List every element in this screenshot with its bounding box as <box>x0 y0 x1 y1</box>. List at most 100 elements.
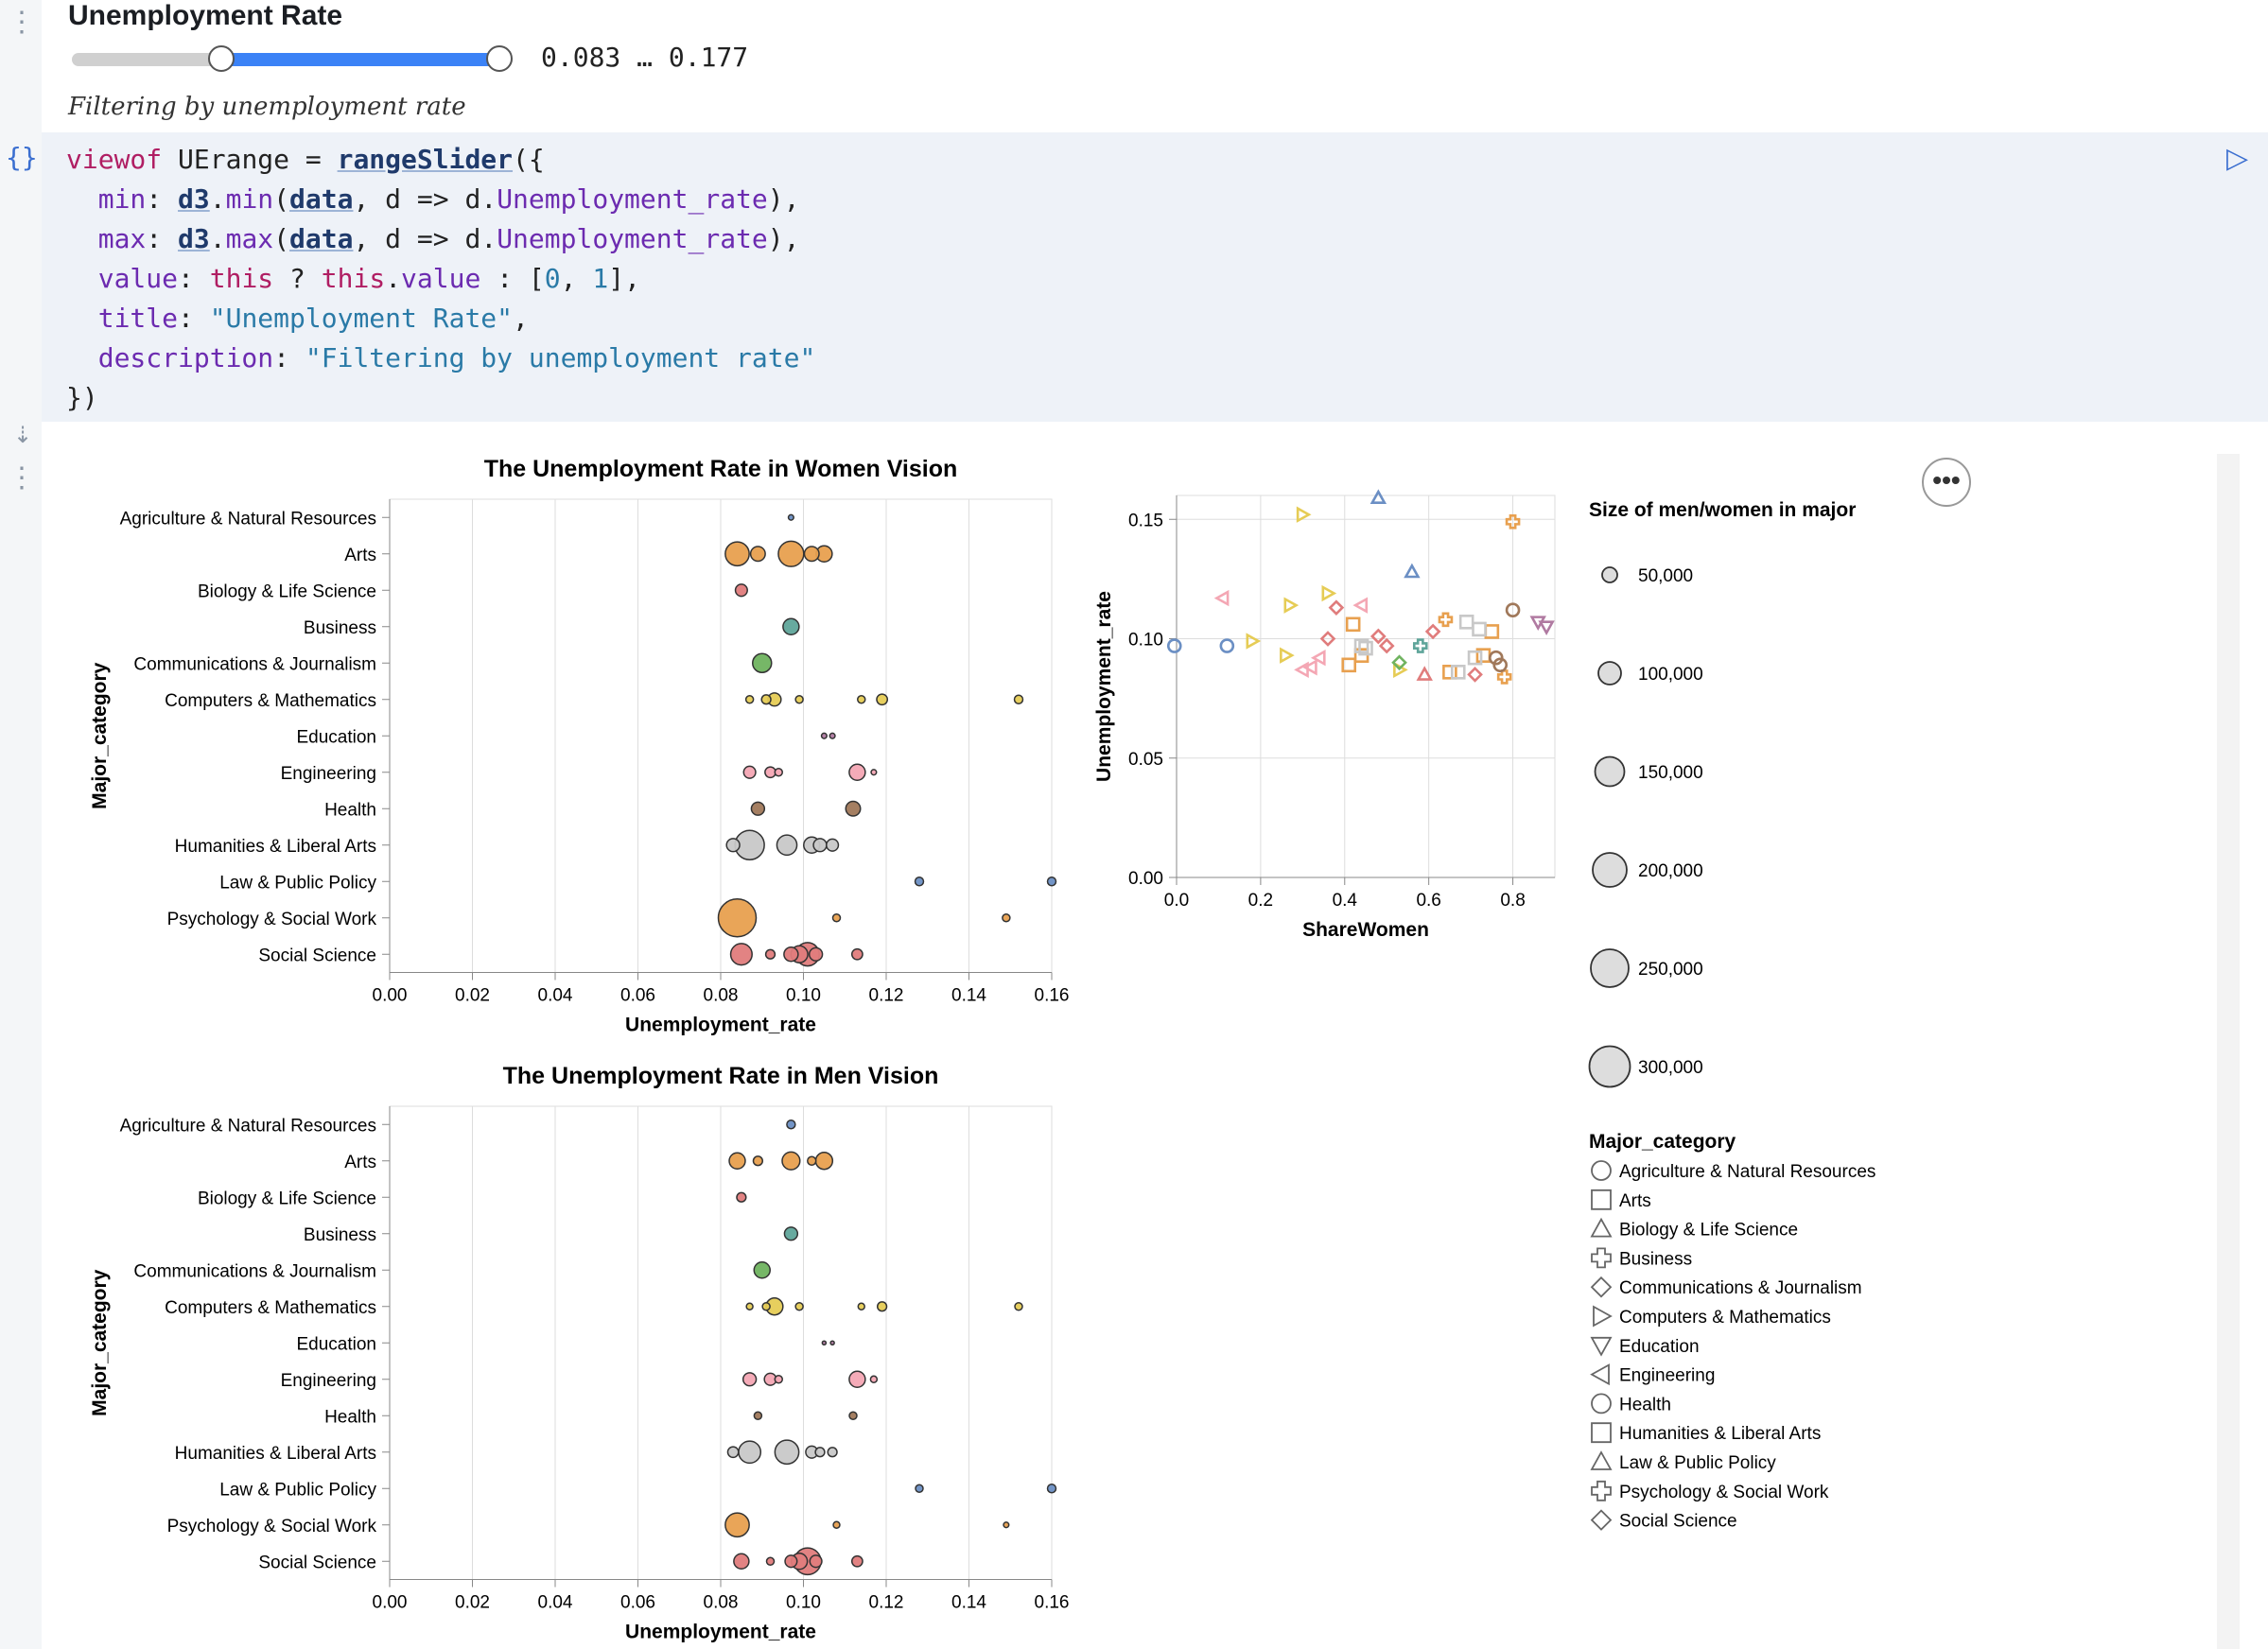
data-point <box>1488 650 1504 666</box>
shape-legend-symbol <box>1590 1450 1613 1470</box>
strip-chart-men: The Unemployment Rate in Men Vision 0.00 0… <box>89 1063 1069 1643</box>
x-axis-title: Unemployment_rate <box>625 1015 816 1036</box>
data-point <box>774 1375 783 1384</box>
range-slider-lower-thumb[interactable] <box>208 45 236 72</box>
data-point <box>1458 615 1474 630</box>
shape-legend: Major_category Agriculture & Natural Reso… <box>1589 1131 1875 1532</box>
size-legend-symbol <box>1590 948 1630 988</box>
data-point <box>1013 694 1024 704</box>
data-point <box>848 1370 866 1388</box>
shape-legend-label: Arts <box>1619 1191 1651 1211</box>
range-slider-track[interactable] <box>72 53 513 66</box>
size-legend-symbol <box>1588 1045 1631 1088</box>
size-legend-label: 300,000 <box>1638 1058 1703 1078</box>
data-point <box>750 801 766 816</box>
data-point <box>734 583 748 598</box>
chart-title: The Unemployment Rate in Men Vision <box>503 1063 939 1089</box>
data-point <box>753 1411 763 1420</box>
data-point <box>1424 623 1441 640</box>
collapse-icon[interactable]: ⇣ <box>13 423 33 448</box>
data-point <box>765 1556 776 1566</box>
size-legend-title: Size of men/women in major <box>1589 499 1856 521</box>
data-point <box>1484 624 1500 639</box>
x-tick-label: 0.02 <box>455 986 490 1006</box>
data-point <box>1341 657 1357 673</box>
y-tick-label: Law & Public Policy <box>219 873 376 893</box>
y-tick-label: Business <box>304 618 376 638</box>
y-tick-label: 0.10 <box>1128 631 1163 651</box>
data-point <box>857 1302 865 1311</box>
x-tick-label: 0.08 <box>704 986 739 1006</box>
data-point <box>783 946 799 963</box>
shape-legend-label: Law & Public Policy <box>1619 1453 1776 1473</box>
data-point <box>807 1155 817 1166</box>
data-point <box>726 1446 740 1459</box>
data-point <box>777 540 805 567</box>
shape-legend-label: Communications & Journalism <box>1619 1278 1862 1298</box>
data-point <box>1328 599 1345 616</box>
y-tick-label: Social Science <box>258 1553 376 1572</box>
data-point <box>1391 654 1407 671</box>
x-tick-label: 0.02 <box>455 1593 490 1613</box>
x-tick-label: 0.12 <box>869 1593 904 1613</box>
data-point <box>784 1554 798 1569</box>
data-point <box>1321 584 1337 602</box>
shape-legend-symbol <box>1590 1276 1613 1298</box>
data-point <box>1442 665 1457 680</box>
x-axis-title: ShareWomen <box>1302 919 1429 941</box>
data-point <box>1003 1521 1010 1529</box>
scatter-chart: 0.0 0.2 0.4 0.6 0.8 0.00 0.05 0.10 0.15 ShareWome… <box>1093 489 1556 941</box>
data-point <box>787 513 794 521</box>
chart-title: The Unemployment Rate in Women Vision <box>484 456 958 482</box>
data-point <box>812 838 828 853</box>
size-legend-symbol <box>1592 852 1628 888</box>
data-point <box>1352 597 1369 614</box>
y-tick-label: Education <box>296 1334 376 1354</box>
x-tick-label: 0.8 <box>1500 891 1525 911</box>
data-point <box>749 546 766 563</box>
data-point <box>1404 563 1421 579</box>
data-point <box>764 766 776 779</box>
size-legend-label: 250,000 <box>1638 960 1703 980</box>
shape-legend-symbol <box>1591 1393 1612 1415</box>
data-point <box>1378 637 1395 654</box>
x-tick-label: 0.6 <box>1416 891 1440 911</box>
code-cell-icon[interactable]: {} <box>6 142 38 173</box>
data-point <box>794 695 804 704</box>
data-point <box>725 838 741 853</box>
y-tick-label: Agriculture & Natural Resources <box>120 509 376 529</box>
data-point <box>774 768 783 777</box>
y-tick-label: Social Science <box>258 946 376 965</box>
run-cell-button[interactable]: ▷ <box>2226 143 2249 174</box>
data-point <box>1353 638 1370 653</box>
data-point <box>809 1554 823 1569</box>
data-point <box>745 1302 754 1311</box>
size-legend-symbol <box>1597 661 1622 686</box>
shape-legend-label: Agriculture & Natural Resources <box>1619 1162 1875 1182</box>
y-tick-label: Arts <box>344 546 376 565</box>
x-tick-label: 0.04 <box>538 986 573 1006</box>
data-point <box>1002 913 1011 923</box>
output-scrollbar[interactable] <box>2217 454 2240 1649</box>
data-point <box>1310 649 1326 667</box>
y-tick-label: Biology & Life Science <box>198 581 376 601</box>
size-legend-label: 200,000 <box>1638 861 1703 881</box>
slider-title: Unemployment Rate <box>68 0 343 31</box>
range-slider-upper-thumb[interactable] <box>486 45 514 72</box>
y-tick-label: 0.05 <box>1128 750 1163 770</box>
more-options-button[interactable]: ••• <box>1922 458 1971 507</box>
code-text[interactable]: viewof UErange = rangeSlider({ min: d3.m… <box>66 144 816 413</box>
data-point <box>1370 489 1387 505</box>
data-point <box>1283 597 1300 614</box>
data-point <box>733 1553 750 1570</box>
y-tick-label: Communications & Journalism <box>133 654 376 674</box>
x-tick-label: 0.06 <box>620 986 655 1006</box>
y-axis-title: Major_category <box>89 662 111 809</box>
y-tick-label: Humanities & Liberal Arts <box>175 1444 376 1464</box>
data-point <box>1358 640 1373 656</box>
x-tick-label: 0.04 <box>538 1593 573 1613</box>
data-point <box>794 1302 804 1311</box>
code-editor[interactable]: {} viewof UErange = rangeSlider({ min: d… <box>6 132 2268 422</box>
y-tick-label: 0.15 <box>1128 511 1163 530</box>
data-point <box>741 1372 758 1387</box>
